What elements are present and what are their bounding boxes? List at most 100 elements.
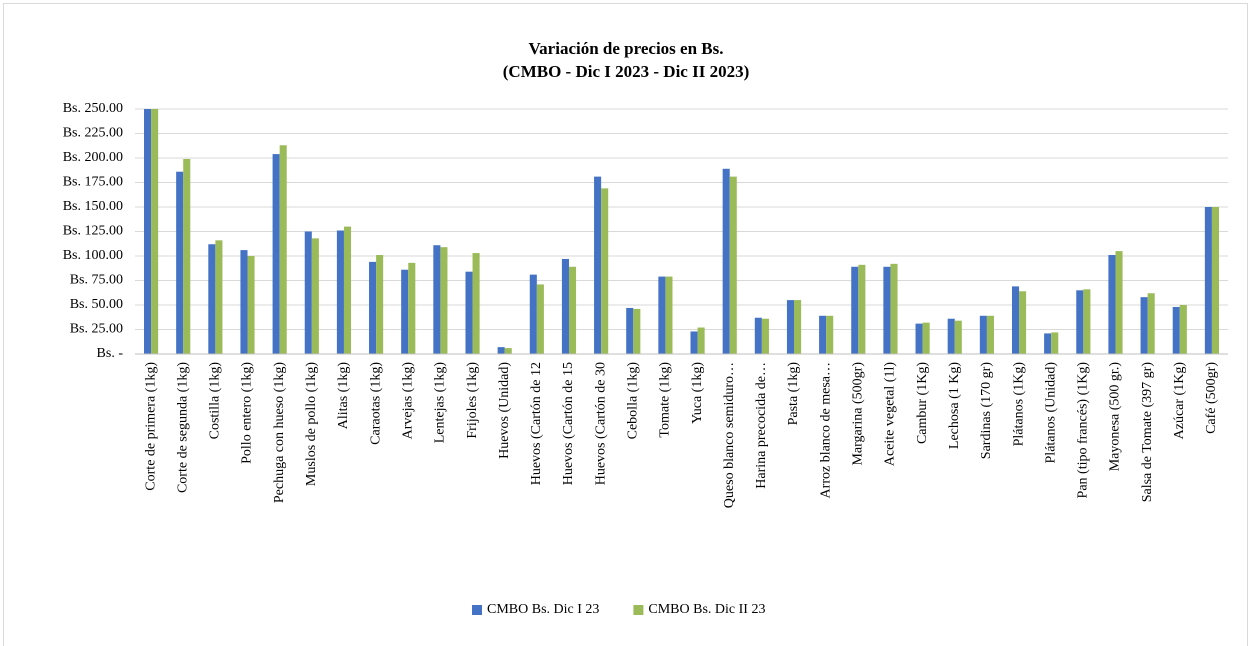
bar bbox=[1179, 305, 1187, 354]
legend-swatch bbox=[633, 605, 644, 615]
bar bbox=[240, 250, 248, 354]
y-tick-label: Bs. 225.00 bbox=[63, 126, 123, 141]
bar bbox=[433, 245, 441, 354]
y-tick-label: Bs. 125.00 bbox=[63, 224, 123, 239]
x-tick-label: Plátanos (Unidad) bbox=[1043, 362, 1058, 464]
bar bbox=[247, 256, 255, 354]
bar bbox=[979, 315, 987, 354]
bar bbox=[626, 307, 634, 354]
bar bbox=[1204, 207, 1212, 354]
bar bbox=[1140, 297, 1148, 354]
x-tick-label: Pechuga con hueso (1kg) bbox=[272, 362, 287, 503]
bar bbox=[529, 274, 537, 354]
x-tick-label: Margarina (500gr) bbox=[851, 362, 866, 466]
x-tick-label: Cebolla (1kg) bbox=[625, 362, 640, 440]
y-tick-label: Bs. 175.00 bbox=[63, 175, 123, 190]
bar bbox=[1011, 286, 1020, 354]
legend-label: CMBO Bs. Dic II 23 bbox=[648, 602, 765, 617]
y-tick-label: Bs. 25.00 bbox=[70, 322, 123, 337]
x-tick-label: Caraotas (1kg) bbox=[368, 362, 383, 445]
bar bbox=[601, 188, 609, 354]
x-tick-label: Cambur (1Kg) bbox=[915, 362, 930, 444]
bar bbox=[883, 266, 891, 354]
bar bbox=[986, 315, 994, 354]
bar bbox=[144, 109, 152, 354]
x-tick-label: Plátanos (1Kg) bbox=[1011, 362, 1026, 447]
bar bbox=[658, 276, 666, 354]
bar bbox=[304, 231, 312, 354]
legend-label: CMBO Bs. Dic I 23 bbox=[487, 602, 599, 617]
x-tick-label: Huevos (Unidad) bbox=[497, 362, 512, 459]
bar bbox=[1172, 306, 1180, 354]
legend-swatch bbox=[472, 605, 482, 615]
bar bbox=[336, 230, 344, 354]
x-tick-label: Pollo entero (1kg) bbox=[240, 362, 255, 464]
bar bbox=[401, 269, 409, 354]
bar bbox=[1115, 251, 1123, 354]
bar bbox=[915, 323, 923, 354]
bar bbox=[1211, 207, 1219, 354]
bar bbox=[1147, 293, 1155, 354]
bar bbox=[343, 226, 352, 354]
x-tick-label: Sardinas (170 gr) bbox=[979, 362, 994, 460]
x-tick-label: Costilla (1kg) bbox=[208, 362, 223, 440]
x-tick-label: Café (500gr) bbox=[1204, 362, 1219, 434]
bar bbox=[722, 168, 730, 354]
y-tick-label: Bs. - bbox=[97, 346, 124, 361]
x-tick-label: Arroz blanco de mesa… bbox=[818, 362, 833, 498]
bar bbox=[947, 318, 955, 354]
bar bbox=[761, 318, 769, 354]
chart-title: Variación de precios en Bs. bbox=[528, 39, 723, 58]
bar bbox=[858, 264, 866, 354]
x-tick-label: Huevos (Cartón de 12 bbox=[529, 362, 544, 485]
bar bbox=[151, 109, 159, 354]
bar bbox=[568, 266, 577, 354]
x-tick-label: Queso blanco semiduro… bbox=[722, 362, 737, 508]
x-tick-label: Frijoles (1kg) bbox=[465, 362, 480, 439]
bar bbox=[279, 145, 287, 354]
x-tick-label: Yuca (1kg) bbox=[690, 362, 705, 424]
bar bbox=[1019, 291, 1027, 354]
x-tick-label: Muslos de pollo (1kg) bbox=[304, 362, 319, 486]
x-tick-label: Alitas (1kg) bbox=[336, 362, 351, 430]
y-tick-label: Bs. 150.00 bbox=[63, 199, 123, 214]
y-tick-label: Bs. 200.00 bbox=[63, 150, 123, 165]
bar bbox=[954, 320, 962, 354]
x-tick-label: Salsa de Tomate (397 gr) bbox=[1140, 362, 1155, 503]
bar bbox=[594, 176, 602, 354]
bar bbox=[561, 258, 569, 354]
bar bbox=[890, 263, 898, 354]
bar bbox=[633, 308, 641, 354]
bar bbox=[729, 176, 737, 354]
bar bbox=[504, 348, 512, 354]
x-tick-label: Lentejas (1kg) bbox=[433, 362, 448, 444]
bar bbox=[922, 322, 930, 354]
bar bbox=[183, 158, 191, 354]
bar bbox=[176, 171, 184, 354]
x-tick-label: Lechosa (1 Kg) bbox=[947, 362, 962, 449]
bar bbox=[1076, 290, 1084, 354]
bar bbox=[536, 284, 544, 354]
bar bbox=[851, 266, 859, 354]
bar bbox=[826, 315, 834, 354]
bar bbox=[465, 271, 473, 354]
bar bbox=[697, 327, 705, 354]
x-tick-label: Huevos (Cartón de 30 bbox=[593, 362, 608, 485]
bar bbox=[794, 300, 802, 354]
bar bbox=[819, 315, 827, 354]
bar bbox=[1108, 255, 1116, 354]
bar bbox=[786, 300, 795, 354]
bar bbox=[215, 240, 223, 354]
bar bbox=[272, 154, 280, 354]
x-tick-label: Arvejas (1kg) bbox=[400, 362, 415, 440]
bar bbox=[497, 347, 505, 354]
x-tick-label: Aceite vegetal (1l) bbox=[883, 362, 898, 467]
x-tick-label: Pan (tipo francés) (1Kg) bbox=[1076, 362, 1091, 499]
bar bbox=[376, 255, 384, 354]
bar bbox=[369, 261, 377, 354]
x-tick-label: Corte de segunda (1kg) bbox=[175, 362, 190, 493]
bar bbox=[408, 262, 416, 354]
y-tick-label: Bs. 250.00 bbox=[63, 101, 123, 116]
bar bbox=[754, 317, 762, 354]
